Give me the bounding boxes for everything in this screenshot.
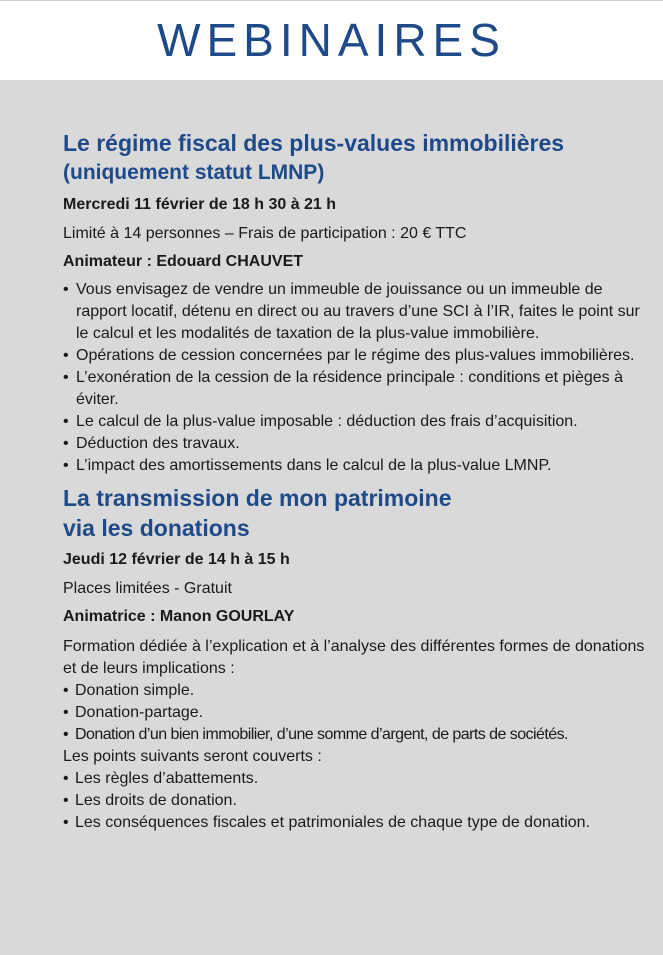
webinar-info: Places limitées - Gratuit [63, 580, 232, 597]
webinar-1: Le régime fiscal des plus-values immobil… [63, 128, 653, 477]
header: WEBINAIRES [0, 0, 663, 80]
content: Le régime fiscal des plus-values immobil… [63, 128, 653, 834]
webinar-title: Le régime fiscal des plus-values immobil… [63, 128, 653, 188]
title-text: La transmission de mon patrimoine [63, 485, 452, 511]
list-item: Donation-partage. [63, 702, 653, 724]
webinar-intro-2: Les points suivants seront couverts : [63, 748, 322, 765]
page-title: WEBINAIRES [157, 14, 506, 66]
webinar-intro: Formation dédiée à l’explication et à l’… [63, 638, 645, 677]
webinar-subtitle: (uniquement statut LMNP) [63, 161, 325, 184]
webinar-2: La transmission de mon patrimoine via le… [63, 483, 653, 834]
webinar-date: Mercredi 11 février de 18 h 30 à 21 h [63, 196, 337, 213]
list-item: Opérations de cession concernées par le … [63, 345, 653, 367]
list-item: Les règles d’abattements. [63, 768, 653, 790]
list-item: Déduction des travaux. [63, 433, 653, 455]
list-item: L’impact des amortissements dans le calc… [63, 455, 653, 477]
bullet-list: Donation simple. Donation-partage. Donat… [63, 680, 653, 746]
webinar-title: La transmission de mon patrimoine via le… [63, 483, 653, 543]
list-item: L’exonération de la cession de la réside… [63, 367, 653, 411]
webinar-subtitle: via les donations [63, 515, 250, 541]
webinar-host: Animateur : Edouard CHAUVET [63, 253, 304, 270]
list-item: Les droits de donation. [63, 790, 653, 812]
webinar-date: Jeudi 12 février de 14 h à 15 h [63, 551, 290, 568]
list-item: Donation simple. [63, 680, 653, 702]
list-item: Donation d’un bien immobilier, d’une som… [63, 724, 653, 746]
list-item: Le calcul de la plus-value imposable : d… [63, 411, 653, 433]
webinar-host: Animatrice : Manon GOURLAY [63, 608, 295, 625]
bullet-list: Vous envisagez de vendre un immeuble de … [63, 279, 653, 477]
bullet-list: Les règles d’abattements. Les droits de … [63, 768, 653, 834]
list-item: Vous envisagez de vendre un immeuble de … [63, 279, 653, 345]
list-item: Les conséquences fiscales et patrimonial… [63, 812, 653, 834]
title-text: Le régime fiscal des plus-values immobil… [63, 130, 565, 156]
webinar-info: Limité à 14 personnes – Frais de partici… [63, 225, 467, 242]
